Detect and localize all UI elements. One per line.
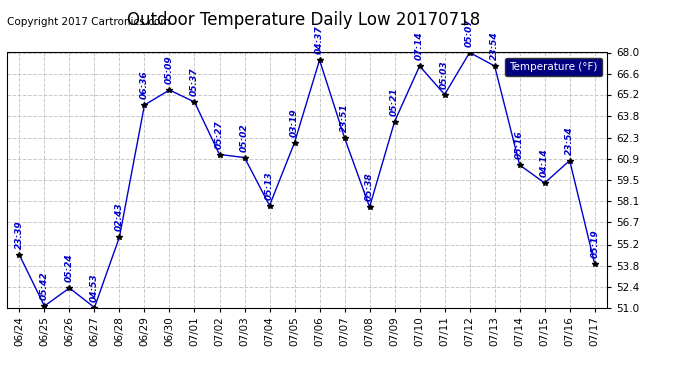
Text: 05:27: 05:27 <box>215 120 224 149</box>
Temperature (°F) <box>391 119 399 124</box>
Temperature (°F) <box>315 58 324 62</box>
Text: 05:16: 05:16 <box>515 131 524 159</box>
Line: Temperature (°F): Temperature (°F) <box>17 50 598 310</box>
Text: 23:51: 23:51 <box>340 104 349 132</box>
Temperature (°F) <box>40 304 48 308</box>
Temperature (°F) <box>90 305 99 310</box>
Temperature (°F) <box>440 92 449 97</box>
Temperature (°F) <box>115 235 124 239</box>
Temperature (°F) <box>591 262 599 266</box>
Text: 05:21: 05:21 <box>390 87 399 116</box>
Text: 04:14: 04:14 <box>540 149 549 177</box>
Text: 05:09: 05:09 <box>165 56 174 84</box>
Legend: Temperature (°F): Temperature (°F) <box>505 58 602 76</box>
Text: 05:19: 05:19 <box>590 230 599 258</box>
Text: 05:02: 05:02 <box>240 123 249 152</box>
Text: 04:37: 04:37 <box>315 26 324 54</box>
Temperature (°F) <box>190 100 199 104</box>
Text: 06:36: 06:36 <box>140 71 149 99</box>
Temperature (°F) <box>240 155 248 160</box>
Text: 02:43: 02:43 <box>115 203 124 231</box>
Text: 23:39: 23:39 <box>15 221 24 249</box>
Text: 05:24: 05:24 <box>65 254 74 282</box>
Temperature (°F) <box>566 158 574 163</box>
Text: 05:37: 05:37 <box>190 68 199 96</box>
Temperature (°F) <box>540 181 549 185</box>
Temperature (°F) <box>466 50 474 55</box>
Temperature (°F) <box>66 286 74 290</box>
Temperature (°F) <box>15 253 23 257</box>
Text: 05:42: 05:42 <box>40 272 49 300</box>
Temperature (°F) <box>515 163 524 167</box>
Text: Outdoor Temperature Daily Low 20170718: Outdoor Temperature Daily Low 20170718 <box>127 11 480 29</box>
Text: 03:19: 03:19 <box>290 108 299 137</box>
Temperature (°F) <box>215 152 224 157</box>
Temperature (°F) <box>340 136 348 140</box>
Text: 05:38: 05:38 <box>365 173 374 201</box>
Temperature (°F) <box>140 103 148 107</box>
Text: Copyright 2017 Cartronics.com: Copyright 2017 Cartronics.com <box>7 17 170 27</box>
Text: 07:14: 07:14 <box>415 32 424 60</box>
Temperature (°F) <box>266 203 274 208</box>
Text: 04:53: 04:53 <box>90 273 99 302</box>
Temperature (°F) <box>366 205 374 209</box>
Temperature (°F) <box>290 140 299 145</box>
Text: 05:07: 05:07 <box>465 18 474 47</box>
Text: 23:54: 23:54 <box>490 32 499 60</box>
Text: 23:54: 23:54 <box>565 126 574 155</box>
Temperature (°F) <box>491 64 499 68</box>
Text: 05:13: 05:13 <box>265 171 274 200</box>
Temperature (°F) <box>415 64 424 68</box>
Temperature (°F) <box>166 88 174 92</box>
Text: 05:03: 05:03 <box>440 60 449 89</box>
